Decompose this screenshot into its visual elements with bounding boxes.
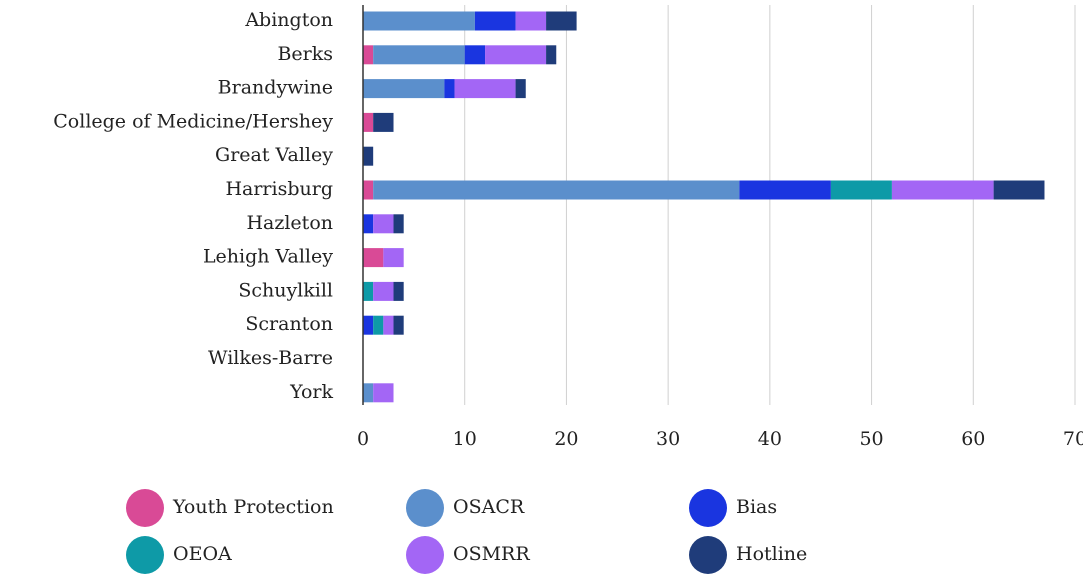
y-tick-label: Harrisburg: [225, 178, 333, 200]
bar-segment: [373, 180, 740, 200]
bar-segment: [474, 11, 516, 31]
x-tick-label: 10: [453, 428, 477, 450]
bar-segment: [454, 79, 516, 99]
legend-swatch: [406, 489, 444, 527]
bar-segment: [363, 214, 374, 234]
bar-segment: [373, 112, 394, 132]
x-tick-label: 20: [554, 428, 578, 450]
y-tick-label: Great Valley: [215, 144, 333, 166]
bar-segment: [363, 79, 445, 99]
x-tick-label: 40: [758, 428, 782, 450]
bar-segment: [546, 45, 557, 65]
bar-segment: [993, 180, 1045, 200]
x-tick-label: 70: [1063, 428, 1083, 450]
bar-segment: [515, 11, 547, 31]
bar-segment: [393, 281, 404, 301]
bar-segment: [363, 11, 475, 31]
legend-label: OSMRR: [453, 543, 530, 565]
bar-segment: [363, 281, 374, 301]
legend-swatch: [126, 489, 164, 527]
bar-segment: [383, 315, 394, 335]
legend-swatch: [689, 536, 727, 574]
y-tick-label: Lehigh Valley: [203, 246, 333, 268]
bar-segment: [739, 180, 831, 200]
y-tick-label: Wilkes-Barre: [208, 347, 333, 369]
bar-segment: [830, 180, 892, 200]
y-tick-label: Schuylkill: [238, 279, 333, 301]
x-tick-label: 50: [859, 428, 883, 450]
bar-segment: [373, 45, 465, 65]
bar-segment: [373, 315, 384, 335]
legend-label: Bias: [736, 496, 777, 518]
x-tick-label: 60: [961, 428, 985, 450]
bar-segment: [393, 315, 404, 335]
legend-label: Youth Protection: [172, 496, 334, 518]
bar-segment: [363, 315, 374, 335]
legend-label: OEOA: [173, 543, 232, 565]
bar-segment: [363, 146, 374, 166]
bar-segment: [546, 11, 577, 31]
y-tick-label: Brandywine: [218, 77, 333, 99]
bar-segment: [363, 383, 374, 403]
bar-segment: [373, 214, 394, 234]
y-tick-label: Hazleton: [246, 212, 333, 234]
y-tick-label: Abington: [244, 9, 333, 31]
legend-swatch: [126, 536, 164, 574]
bar-segment: [363, 112, 374, 132]
y-tick-label: Berks: [277, 43, 333, 65]
y-tick-label: Scranton: [245, 313, 333, 335]
legend-swatch: [406, 536, 444, 574]
legend-label: OSACR: [453, 496, 525, 518]
bar-segment: [485, 45, 547, 65]
legend-swatch: [689, 489, 727, 527]
bar-segment: [444, 79, 455, 99]
bar-segment: [373, 383, 394, 403]
bar-segment: [363, 45, 374, 65]
bar-segment: [393, 214, 404, 234]
bar-segment: [891, 180, 994, 200]
bar-segment: [515, 79, 526, 99]
y-tick-label: York: [289, 381, 333, 403]
x-tick-label: 30: [656, 428, 680, 450]
y-tick-label: College of Medicine/Hershey: [53, 110, 333, 132]
bar-segment: [363, 248, 384, 268]
x-tick-label: 0: [357, 428, 369, 450]
bar-segment: [464, 45, 486, 65]
bar-segment: [383, 248, 404, 268]
legend-label: Hotline: [736, 543, 807, 565]
bar-segment: [373, 281, 394, 301]
bar-segment: [363, 180, 374, 200]
